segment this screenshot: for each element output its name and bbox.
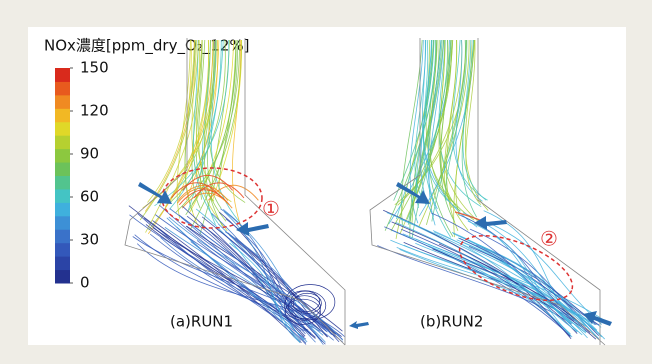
colorbar-block [55,68,70,82]
colorbar-block [55,162,70,176]
colorbar-tick-label: 0 [80,274,90,292]
colorbar-block [55,216,70,230]
colorbar-tick-label: 30 [80,231,99,249]
figure: NOx濃度[ppm_dry_O₂_12%] 0306090120150 ① ② … [0,0,652,364]
page: NOx濃度[ppm_dry_O₂_12%] 0306090120150 ① ② … [0,0,652,364]
colorbar-block [55,81,70,95]
colorbar-block [55,256,70,270]
colorbar-block [55,229,70,243]
colorbar-block [55,95,70,109]
colorbar-tick-label: 60 [80,188,99,206]
colorbar-block [55,202,70,216]
colorbar-block [55,108,70,122]
colorbar-block [55,135,70,149]
colorbar-block [55,189,70,203]
colorbar-block [55,149,70,163]
marker: ① [262,197,280,221]
panel-label: (b)RUN2 [420,313,483,331]
marker: ② [540,227,558,251]
colorbar-block [55,122,70,136]
colorbar-block [55,243,70,257]
colorbar-block [55,270,70,284]
colorbar-tick-label: 90 [80,145,99,163]
colorbar-tick-label: 150 [80,59,109,77]
panel-label: (a)RUN1 [170,313,233,331]
colorbar-tick-label: 120 [80,102,109,120]
colorbar-block [55,176,70,190]
